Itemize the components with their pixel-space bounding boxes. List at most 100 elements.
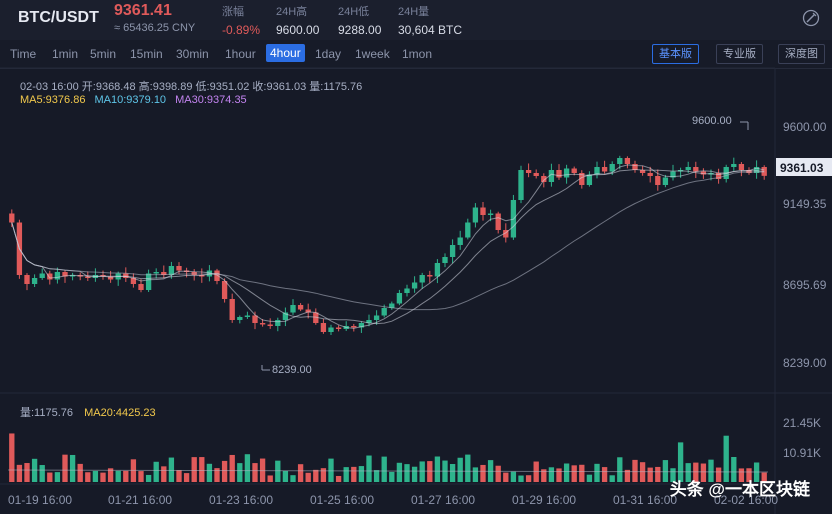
candle xyxy=(586,174,593,185)
tab-1day[interactable]: 1day xyxy=(315,47,342,61)
candle xyxy=(685,167,691,170)
volume-bar xyxy=(396,462,403,482)
ohlc-readout: 02-03 16:00 开:9368.48 高:9398.89 低:9351.0… xyxy=(20,81,363,93)
volume-bar xyxy=(161,466,167,482)
volume-bar xyxy=(419,461,425,482)
volume-bar xyxy=(525,475,532,482)
candle xyxy=(632,164,638,170)
volume-bar xyxy=(62,454,68,482)
candles-group xyxy=(9,155,767,336)
stat-value: 9288.00 xyxy=(338,23,382,37)
tab-5min[interactable]: 5min xyxy=(90,47,117,61)
ma30-label: MA30:9374.35 xyxy=(175,94,247,106)
volume-bar xyxy=(47,472,53,482)
volume-bar xyxy=(138,471,144,482)
candle xyxy=(738,164,745,170)
wand-icon[interactable] xyxy=(802,9,820,27)
ma-readout: MA5:9376.86 MA10:9379.10 MA30:9374.35 xyxy=(20,94,247,106)
candle xyxy=(617,158,623,164)
volume-bar xyxy=(275,460,281,482)
mode-depth-button[interactable]: 深度图 xyxy=(778,44,825,64)
candle xyxy=(275,320,281,326)
volume-bar xyxy=(85,472,91,482)
candle xyxy=(313,312,319,323)
time-axis-label: 01-29 16:00 xyxy=(512,493,576,507)
volume-bar xyxy=(389,471,395,482)
stat-label: 24H高 xyxy=(276,6,308,18)
mode-pro-button[interactable]: 专业版 xyxy=(716,44,763,64)
candle xyxy=(252,315,258,323)
candle xyxy=(601,167,608,172)
volume-bar xyxy=(541,469,547,482)
candle xyxy=(381,308,387,316)
time-axis-label: 01-31 16:00 xyxy=(613,493,677,507)
volume-bar xyxy=(746,468,752,482)
volume-bar xyxy=(320,468,327,482)
stat-value: 9600.00 xyxy=(276,23,320,37)
volume-bar xyxy=(594,463,600,482)
tab-1hour[interactable]: 1hour xyxy=(225,47,256,61)
candle xyxy=(647,173,653,176)
volume-bar xyxy=(480,464,486,482)
candle xyxy=(366,320,372,323)
candle xyxy=(609,164,615,172)
tab-15min[interactable]: 15min xyxy=(130,47,163,61)
low-annotation: 8239.00 xyxy=(272,364,312,376)
volume-bar xyxy=(548,467,555,482)
tab-4hour[interactable]: 4hour xyxy=(266,44,305,62)
stat-high: 24H高 9600.00 xyxy=(276,3,319,37)
volume-bar xyxy=(586,474,593,482)
candle xyxy=(411,282,418,289)
candle xyxy=(138,284,144,290)
mode-basic-button[interactable]: 基本版 xyxy=(652,44,699,64)
volume-axis-label: 21.45K xyxy=(783,416,821,430)
candle xyxy=(541,176,547,182)
tab-1week[interactable]: 1week xyxy=(355,47,390,61)
volume-bar xyxy=(69,454,76,482)
volume-bar xyxy=(282,470,289,482)
tab-1mon[interactable]: 1mon xyxy=(402,47,433,61)
volume-bar xyxy=(77,463,83,482)
volume-bar xyxy=(510,471,517,482)
ma5-label: MA5:9376.86 xyxy=(20,94,86,106)
candle xyxy=(533,173,539,176)
volume-bar xyxy=(366,455,372,482)
candle xyxy=(715,173,722,179)
candle xyxy=(442,257,448,263)
market-header: BTC/USDT 9361.41 ≈ 65436.25 CNY 涨幅 -0.89… xyxy=(0,0,832,40)
volume-bar xyxy=(24,463,30,482)
stat-label: 24H低 xyxy=(338,6,370,18)
volume-bar xyxy=(601,467,608,482)
volume-bar xyxy=(183,473,190,482)
candle xyxy=(282,312,289,320)
tab-time[interactable]: Time xyxy=(10,47,37,61)
candle xyxy=(335,327,342,329)
volume-bar xyxy=(617,457,623,482)
volume-bar xyxy=(199,457,205,482)
volume-bar xyxy=(351,466,357,482)
volume-ma-line xyxy=(7,469,769,473)
volume-bar xyxy=(107,468,114,482)
volume-bar xyxy=(237,463,243,482)
volume-bar xyxy=(465,454,471,482)
volume-bar xyxy=(457,457,463,482)
candle xyxy=(700,171,707,175)
candle xyxy=(465,222,471,238)
pair-name[interactable]: BTC/USDT xyxy=(18,9,99,26)
candle xyxy=(244,315,251,317)
candle xyxy=(54,272,61,280)
volume-bar xyxy=(449,464,456,482)
last-price: 9361.41 xyxy=(114,2,172,19)
candle xyxy=(221,281,228,299)
volume-bar xyxy=(123,470,129,482)
candle xyxy=(548,170,555,182)
time-axis-label: 02-02 16:00 xyxy=(714,493,778,507)
candle xyxy=(358,323,365,328)
tab-30min[interactable]: 30min xyxy=(176,47,209,61)
candle xyxy=(351,326,357,328)
candle xyxy=(495,213,501,230)
volume-bar xyxy=(244,454,251,482)
tab-1min[interactable]: 1min xyxy=(52,47,79,61)
volume-bar xyxy=(297,464,304,482)
